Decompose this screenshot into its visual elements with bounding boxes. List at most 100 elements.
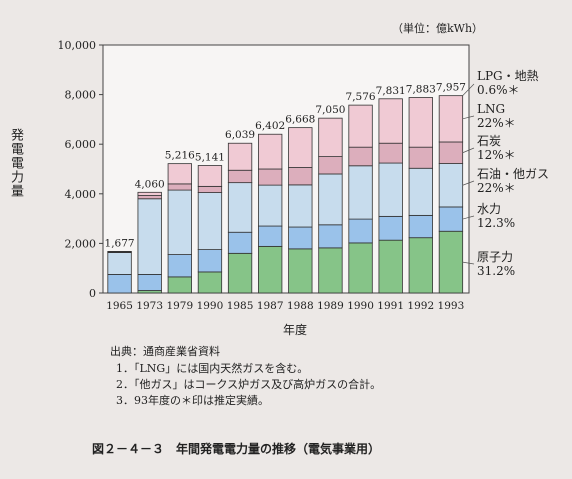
- total-label: 7,957: [436, 82, 466, 94]
- legend-lpg: LPG・地熱 0.6%＊: [477, 69, 539, 97]
- legend-hydro-value: 12.3%: [477, 216, 516, 230]
- bar-segment: [197, 271, 223, 294]
- legend-leader: [462, 115, 475, 120]
- bar-segment: [288, 226, 313, 250]
- x-tick-label: 1991: [377, 300, 404, 312]
- bar-segment: [167, 189, 192, 255]
- bar-segment: [348, 242, 373, 294]
- total-label: 1,677: [105, 237, 135, 249]
- bar-segment: [227, 252, 253, 294]
- legend-lng-name: LNG: [477, 102, 506, 116]
- y-tick-label: 8,000: [65, 89, 97, 102]
- legend-lng: LNG 22%＊: [477, 102, 516, 130]
- bar-segment: [408, 167, 433, 216]
- bar-segment: [167, 276, 192, 294]
- bar-segment: [318, 224, 343, 249]
- legend-hydro-name: 水力: [477, 202, 502, 216]
- bar-segment: [107, 273, 132, 294]
- x-tick-label: 1987: [257, 300, 284, 312]
- bar-segment: [288, 167, 313, 186]
- legend-oil: 石油・他ガス 22%＊: [477, 167, 549, 195]
- bar-segment: [348, 218, 373, 244]
- bar-segment: [137, 198, 162, 275]
- legend-coal: 石炭 12%＊: [477, 134, 516, 162]
- bar-segment: [197, 165, 223, 187]
- bar-segment: [318, 117, 343, 158]
- bar-segment: [227, 142, 253, 171]
- y-tick-label: 4,000: [65, 188, 97, 201]
- bar-segment: [408, 214, 433, 239]
- bar-segment: [258, 245, 283, 294]
- bar-segment: [378, 162, 403, 217]
- bar-segment: [408, 97, 433, 148]
- bar-segment: [438, 163, 464, 208]
- unit-label: （単位：億kWh）: [392, 22, 484, 35]
- bar-segment: [318, 156, 343, 175]
- x-tick-label: 1965: [106, 300, 133, 312]
- total-label: 4,060: [135, 178, 165, 190]
- legend-leader: [462, 147, 475, 154]
- plot-area: [102, 44, 470, 294]
- footnote-1: 1．「LNG」には国内天然ガスを含む。: [116, 362, 309, 375]
- legend-lpg-name: LPG・地熱: [477, 69, 539, 83]
- bar-segment: [137, 273, 162, 291]
- x-tick-label: 1973: [136, 300, 163, 312]
- bar-segment: [318, 173, 343, 226]
- x-tick-label: 1993: [438, 300, 465, 312]
- x-tick-label: 1979: [166, 300, 193, 312]
- bar-segment: [137, 195, 162, 200]
- bar-segment: [258, 133, 283, 170]
- bar-segment: [227, 182, 253, 233]
- bar-segment: [107, 252, 132, 275]
- legend-nuclear: 原子力 31.2%: [477, 250, 515, 278]
- legend-leader: [462, 215, 475, 220]
- legend-leader: [462, 83, 475, 96]
- bar-segment: [288, 248, 313, 294]
- x-tick-label: 1988: [287, 300, 314, 312]
- bar-segment: [258, 184, 283, 227]
- total-label: 6,402: [255, 120, 285, 132]
- legend-coal-value: 12%＊: [477, 148, 516, 162]
- bar-segment: [438, 230, 464, 294]
- total-label: 7,050: [315, 104, 345, 116]
- footnote-3: 3．93年度の＊印は推定実績。: [116, 394, 269, 407]
- y-tick-label: 2,000: [65, 237, 97, 250]
- x-tick-label: 1990: [347, 300, 374, 312]
- bar-segment: [408, 237, 433, 294]
- legend-coal-name: 石炭: [477, 134, 502, 148]
- bar-segment: [408, 146, 433, 169]
- bar-segment: [318, 247, 343, 294]
- total-label: 6,668: [285, 114, 315, 126]
- y-tick-label: 6,000: [65, 138, 97, 151]
- bar-segment: [227, 231, 253, 254]
- bar-segment: [348, 104, 373, 148]
- legend-lpg-value: 0.6%＊: [477, 83, 520, 97]
- x-axis-label: 年度: [283, 323, 308, 337]
- legend-lng-value: 22%＊: [477, 116, 516, 130]
- bar-segment: [438, 95, 464, 143]
- bar-segment: [167, 183, 192, 191]
- y-tick-label: 10,000: [58, 39, 97, 52]
- bar-segment: [288, 127, 313, 168]
- source-note: 出典：通商産業省資料: [110, 345, 220, 358]
- legend-leader: [462, 261, 475, 265]
- figure-caption: 図２－４－３ 年間発電電力量の推移（電気事業用）: [92, 442, 381, 456]
- bar-segment: [197, 185, 223, 193]
- x-tick-label: 1989: [317, 300, 344, 312]
- bar-segment: [167, 254, 192, 278]
- total-label: 5,216: [165, 150, 195, 162]
- bar-segment: [378, 142, 403, 164]
- bar-segment: [438, 206, 464, 232]
- bar-segment: [348, 146, 373, 167]
- bar-segment: [288, 184, 313, 228]
- bar-segment: [227, 169, 253, 184]
- bar-segment: [197, 249, 223, 273]
- total-label: 6,039: [225, 129, 255, 141]
- bar-segment: [137, 191, 162, 196]
- x-tick-label: 1992: [407, 300, 434, 312]
- legend-oil-value: 22%＊: [477, 181, 516, 195]
- y-tick-label: 0: [89, 287, 96, 300]
- total-label: 7,831: [376, 85, 406, 97]
